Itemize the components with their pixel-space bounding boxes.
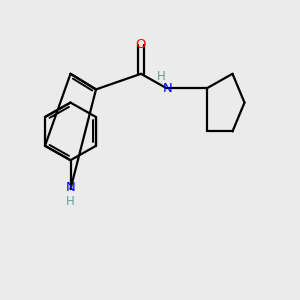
Text: H: H <box>157 70 166 83</box>
Text: H: H <box>66 195 75 208</box>
Text: N: N <box>66 181 75 194</box>
Text: N: N <box>163 82 173 95</box>
Text: O: O <box>136 38 146 52</box>
